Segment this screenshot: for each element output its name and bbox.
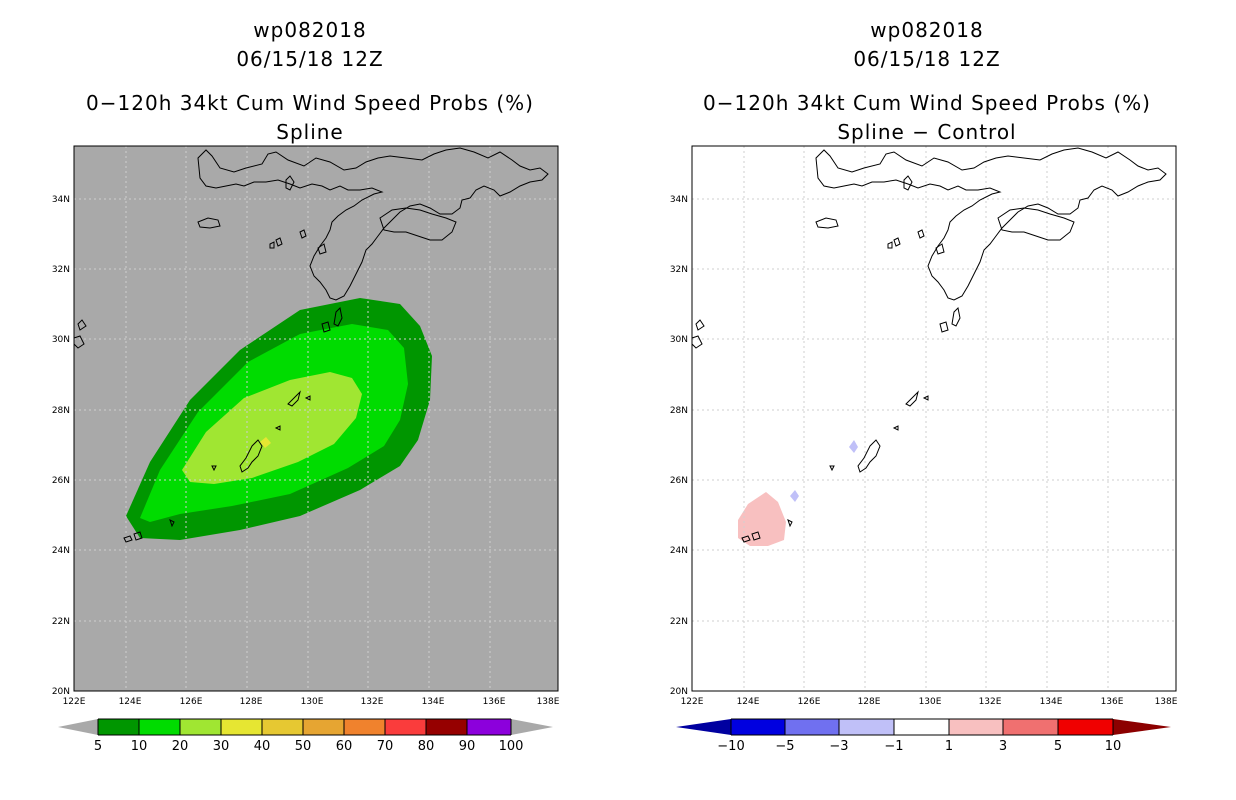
diff-positive-area — [738, 492, 786, 546]
colorbar-label: 50 — [295, 739, 312, 754]
lon-label: 122E — [681, 697, 704, 707]
lat-label: 26N — [52, 476, 70, 486]
colorbar-label: 5 — [1054, 739, 1062, 754]
lat-label: 34N — [52, 195, 70, 205]
lat-label: 34N — [670, 195, 688, 205]
lon-label: 134E — [1040, 697, 1063, 707]
colorbar-swatch — [894, 719, 949, 735]
lon-label: 136E — [483, 697, 506, 707]
colorbar-label: 10 — [131, 739, 148, 754]
right-map: 34N 32N 30N 28N 26N 24N 22N 20N 122E 124… — [670, 145, 1178, 754]
colorbar-label: 100 — [499, 739, 524, 754]
colorbar-label: 10 — [1105, 739, 1122, 754]
lon-label: 134E — [422, 697, 445, 707]
lon-label: 132E — [979, 697, 1002, 707]
lon-label: 130E — [919, 697, 942, 707]
lat-label: 20N — [670, 687, 688, 697]
lon-label: 128E — [858, 697, 881, 707]
colorbar-swatch — [180, 719, 221, 735]
left-datetime: 06/15/18 12Z — [236, 47, 384, 71]
colorbar-swatch — [426, 719, 467, 735]
colorbar-label: 3 — [999, 739, 1007, 754]
colorbar-end-low — [58, 719, 98, 735]
lon-label: 124E — [119, 697, 142, 707]
colorbar-label: 1 — [945, 739, 953, 754]
left-method-title: Spline — [276, 120, 344, 144]
prob-contour-20 — [182, 372, 362, 484]
diff-negative-spot — [849, 440, 858, 453]
colorbar-swatch — [98, 719, 139, 735]
left-map: 34N 32N 30N 28N 26N 24N 22N 20N 122E 124… — [52, 145, 560, 754]
lat-label: 32N — [670, 265, 688, 275]
lat-label: 28N — [670, 406, 688, 416]
right-grid — [692, 146, 1176, 691]
left-colorbar: 5 10 20 30 40 50 60 70 80 90 100 — [58, 718, 553, 754]
colorbar-label: 5 — [94, 739, 102, 754]
diff-negative-spot — [790, 490, 799, 502]
right-colorbar: −10 −5 −3 −1 1 3 5 10 — [676, 718, 1171, 754]
colorbar-end-high — [1113, 719, 1171, 735]
colorbar-end-high — [511, 719, 553, 735]
colorbar-swatch — [262, 719, 303, 735]
lat-label: 24N — [670, 546, 688, 556]
colorbar-swatch — [221, 719, 262, 735]
lon-label: 128E — [240, 697, 263, 707]
lon-label: 130E — [301, 697, 324, 707]
lon-label: 122E — [63, 697, 86, 707]
lat-label: 24N — [52, 546, 70, 556]
colorbar-label: −1 — [884, 739, 903, 754]
lat-label: 22N — [52, 617, 70, 627]
colorbar-end-low — [676, 719, 731, 735]
colorbar-swatch — [1058, 719, 1113, 735]
lon-label: 126E — [798, 697, 821, 707]
lat-label: 32N — [52, 265, 70, 275]
colorbar-swatch — [467, 719, 511, 735]
right-map-frame — [691, 145, 1177, 692]
lat-label: 28N — [52, 406, 70, 416]
colorbar-label: 70 — [377, 739, 394, 754]
lon-label: 138E — [1155, 697, 1178, 707]
lat-label: 20N — [52, 687, 70, 697]
right-product-title: 0−120h 34kt Cum Wind Speed Probs (%) — [703, 91, 1151, 115]
colorbar-swatch — [139, 719, 180, 735]
colorbar-label: 30 — [213, 739, 230, 754]
lat-label: 30N — [52, 335, 70, 345]
lat-label: 22N — [670, 617, 688, 627]
colorbar-swatch — [385, 719, 426, 735]
lat-label: 30N — [670, 335, 688, 345]
colorbar-label: −10 — [717, 739, 744, 754]
colorbar-swatch — [949, 719, 1003, 735]
colorbar-swatch — [839, 719, 894, 735]
prob-contour-30 — [260, 437, 271, 448]
colorbar-label: −3 — [829, 739, 848, 754]
right-method-title: Spline − Control — [837, 120, 1017, 144]
lon-label: 124E — [737, 697, 760, 707]
colorbar-swatch — [1003, 719, 1058, 735]
colorbar-swatch — [303, 719, 344, 735]
colorbar-swatch — [731, 719, 785, 735]
lon-label: 136E — [1101, 697, 1124, 707]
colorbar-swatch — [344, 719, 385, 735]
right-datetime: 06/15/18 12Z — [853, 47, 1001, 71]
colorbar-label: −5 — [775, 739, 794, 754]
colorbar-label: 20 — [172, 739, 189, 754]
colorbar-label: 60 — [336, 739, 353, 754]
right-storm-id: wp082018 — [870, 18, 984, 42]
left-map-frame — [73, 145, 559, 692]
lat-label: 26N — [670, 476, 688, 486]
lon-label: 138E — [537, 697, 560, 707]
left-grid — [74, 146, 558, 691]
colorbar-label: 90 — [459, 739, 476, 754]
colorbar-label: 80 — [418, 739, 435, 754]
lon-label: 126E — [180, 697, 203, 707]
colorbar-label: 40 — [254, 739, 271, 754]
colorbar-swatch — [785, 719, 839, 735]
lon-label: 132E — [361, 697, 384, 707]
left-storm-id: wp082018 — [253, 18, 367, 42]
left-product-title: 0−120h 34kt Cum Wind Speed Probs (%) — [86, 91, 534, 115]
right-map-background — [692, 146, 1176, 691]
